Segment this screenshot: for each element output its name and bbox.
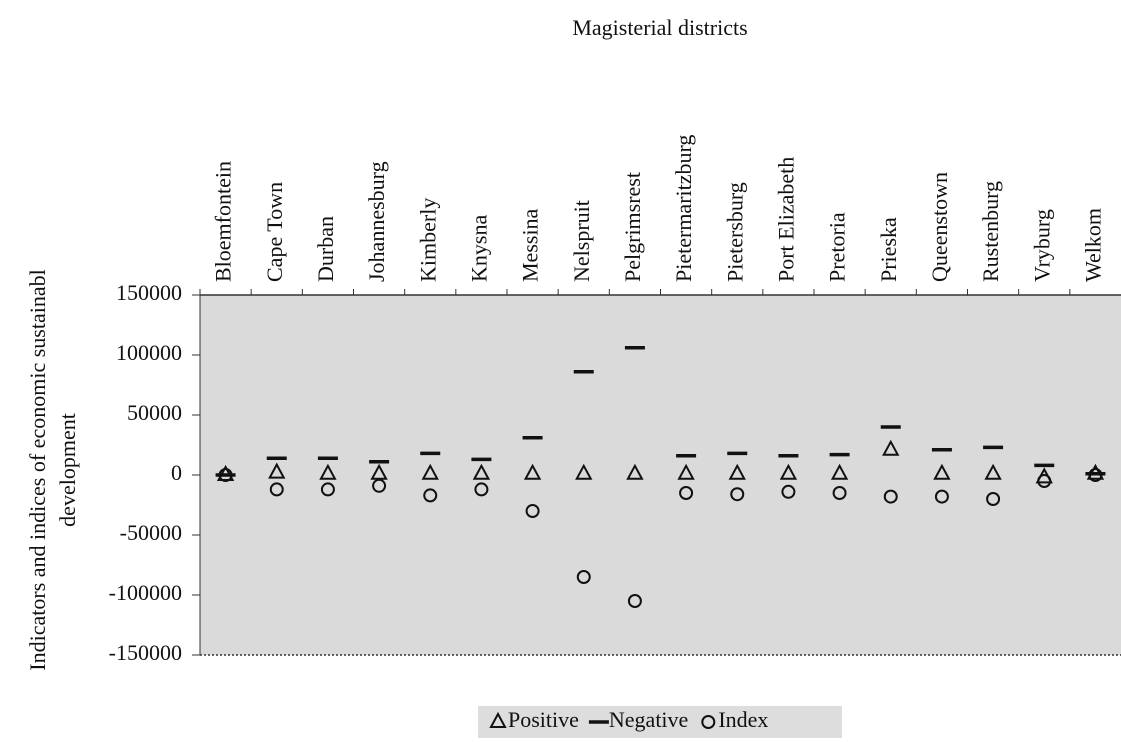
circle-marker (679, 486, 694, 500)
x-tick-label: Queenstown (927, 172, 952, 282)
circle-marker (934, 489, 949, 504)
circle-marker (218, 468, 233, 482)
y-tick-label: -100000 (109, 580, 182, 605)
x-tick-label: Port Elizabeth (773, 157, 798, 282)
circle-marker (525, 504, 540, 518)
circle-marker (701, 715, 716, 729)
legend-box (478, 706, 842, 738)
triangle-marker (421, 463, 439, 480)
y-tick-label: -50000 (120, 520, 182, 545)
y-axis-label: Indicators and indices of economic susta… (25, 269, 50, 670)
triangle-marker (268, 462, 286, 479)
x-tick-label: Nelspruit (569, 200, 594, 282)
circle-marker (883, 489, 898, 504)
triangle-marker (984, 463, 1002, 480)
x-tick-label: Knysna (466, 215, 491, 282)
x-tick-label: Rustenburg (978, 181, 1003, 282)
circle-marker (1037, 474, 1052, 488)
x-tick-label: Durban (313, 216, 338, 282)
legend-label: Negative (609, 707, 688, 732)
circle-marker (372, 478, 387, 493)
triangle-marker (779, 463, 798, 480)
triangle-marker (830, 463, 849, 480)
circle-marker (781, 484, 796, 499)
triangle-marker (489, 711, 507, 728)
circle-marker (832, 486, 847, 500)
x-tick-label: Prieska (876, 217, 901, 282)
x-tick-label: Pretoria (825, 212, 850, 282)
triangle-marker (882, 439, 900, 456)
circle-marker (576, 570, 591, 584)
triangle-marker (933, 463, 951, 480)
triangle-marker (575, 463, 593, 480)
y-tick-label: 0 (171, 460, 182, 485)
y-tick-label: 50000 (127, 400, 182, 425)
x-tick-label: Vryburg (1029, 209, 1054, 282)
x-tick-label: Bloemfontein (211, 161, 236, 282)
x-tick-label: Pietersburg (722, 182, 747, 282)
plot-area (200, 295, 1121, 655)
x-tick-label: Pelgrimsrest (620, 172, 645, 282)
triangle-marker (626, 463, 644, 480)
x-tick-label: Cape Town (262, 182, 287, 282)
triangle-marker (677, 463, 695, 480)
triangle-marker (370, 463, 388, 480)
x-tick-label: Welkom (1080, 208, 1105, 282)
circle-marker (320, 482, 335, 497)
triangle-marker (319, 463, 337, 480)
circle-marker (423, 488, 438, 503)
x-tick-label: Messina (518, 208, 543, 282)
circle-marker (730, 487, 745, 502)
legend-label: Positive (508, 707, 579, 732)
x-tick-label: Kimberly (415, 198, 440, 282)
triangle-marker (728, 463, 746, 480)
circle-marker (986, 492, 1001, 506)
triangle-marker (472, 463, 491, 480)
y-axis-label: development (55, 413, 80, 527)
y-tick-label: 100000 (116, 340, 182, 365)
circle-marker (474, 482, 489, 497)
y-tick-label: 150000 (116, 280, 182, 305)
x-tick-label: Pietermaritzburg (671, 135, 696, 282)
circle-marker (269, 482, 284, 497)
legend-label: Index (718, 707, 768, 732)
circle-marker (627, 594, 642, 608)
y-tick-label: -150000 (109, 640, 182, 665)
chart-title: Magisterial districts (572, 15, 747, 40)
triangle-marker (523, 463, 542, 480)
circle-marker (1088, 468, 1103, 482)
x-tick-label: Johannesburg (364, 161, 389, 282)
